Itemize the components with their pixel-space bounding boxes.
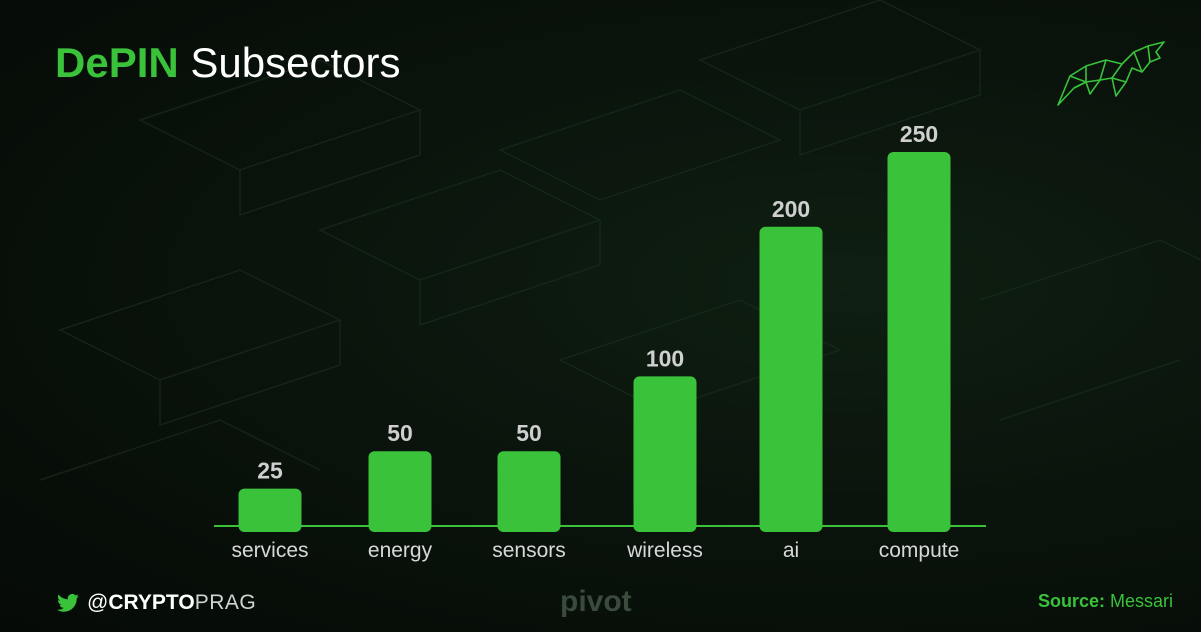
source-credit: Source: Messari <box>1038 591 1173 612</box>
bar-compute <box>887 152 951 532</box>
source-label: Source: <box>1037 591 1105 611</box>
bar-energy <box>368 451 432 532</box>
page-title: DePIN Subsectors <box>55 38 400 88</box>
category-label-energy: energy <box>368 539 433 562</box>
value-label-sensors: 50 <box>516 420 542 446</box>
category-label-services: services <box>231 539 308 562</box>
value-label-ai: 200 <box>772 196 810 222</box>
handle-prefix: @ <box>87 591 109 614</box>
category-label-wireless: wireless <box>626 539 703 562</box>
bull-logo-icon <box>1057 41 1165 106</box>
title-rest: Subsectors <box>190 39 401 86</box>
value-label-wireless: 100 <box>646 345 684 371</box>
twitter-handle[interactable]: @CRYPTOPRAG <box>57 591 256 615</box>
value-label-services: 25 <box>257 458 283 484</box>
source-value: Messari <box>1109 591 1173 611</box>
category-label-compute: compute <box>879 539 960 562</box>
brand-logo: pivot <box>560 585 632 618</box>
category-label-ai: ai <box>783 539 799 562</box>
value-label-energy: 50 <box>387 420 413 446</box>
bar-services <box>238 488 302 532</box>
value-label-compute: 250 <box>900 121 938 147</box>
bar-wireless <box>633 376 697 532</box>
bar-sensors <box>497 451 561 532</box>
handle-light: PRAG <box>194 591 257 614</box>
bar-ai <box>759 226 823 533</box>
handle-bold: CRYPTO <box>108 591 195 614</box>
title-accent: DePIN <box>55 39 179 86</box>
category-label-sensors: sensors <box>492 539 566 562</box>
twitter-bird-icon <box>57 593 79 612</box>
